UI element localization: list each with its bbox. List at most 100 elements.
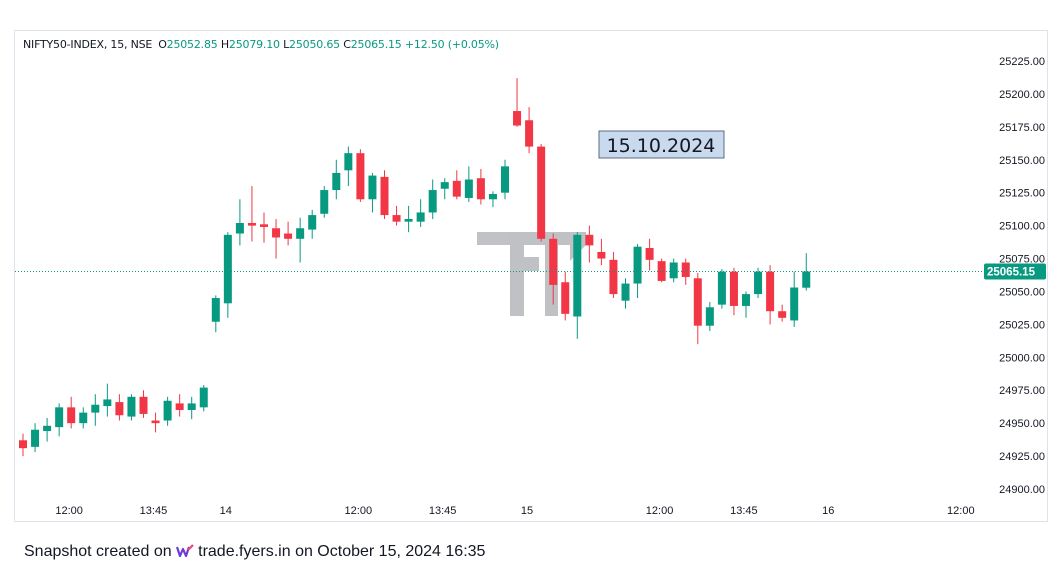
candle-body bbox=[513, 111, 522, 126]
candle-body bbox=[31, 429, 40, 447]
candle-body bbox=[621, 283, 630, 301]
candle-body bbox=[585, 234, 594, 246]
candle-body bbox=[356, 153, 365, 200]
candle bbox=[151, 412, 160, 433]
candle bbox=[127, 394, 136, 421]
low-key: L bbox=[283, 38, 290, 51]
candle-body bbox=[633, 246, 642, 284]
candle bbox=[428, 179, 437, 220]
change-value: +12.50 (+0.05%) bbox=[404, 38, 499, 51]
candle-body bbox=[693, 278, 702, 326]
candle bbox=[525, 107, 534, 154]
candle bbox=[669, 258, 678, 283]
candle-body bbox=[211, 298, 220, 322]
candle bbox=[717, 269, 726, 309]
candle bbox=[223, 232, 232, 318]
candle-body bbox=[729, 271, 738, 306]
candle bbox=[790, 271, 799, 328]
candle bbox=[79, 407, 88, 429]
candle bbox=[19, 433, 27, 457]
candle bbox=[368, 172, 377, 213]
candle-body bbox=[525, 120, 534, 147]
y-tick-label: 25050.00 bbox=[999, 286, 1045, 298]
candle-body bbox=[67, 407, 76, 424]
candle bbox=[247, 186, 256, 242]
candle-body bbox=[669, 262, 678, 279]
candle-body bbox=[561, 282, 570, 314]
candle-body bbox=[223, 234, 232, 304]
candle-body bbox=[440, 182, 449, 189]
candle bbox=[693, 273, 702, 345]
y-tick-label: 24925.00 bbox=[999, 451, 1045, 463]
open-key: O bbox=[158, 38, 167, 51]
candle-body bbox=[452, 180, 461, 197]
candle-body bbox=[766, 271, 775, 312]
candle bbox=[175, 394, 184, 417]
candle bbox=[778, 304, 787, 322]
close-value: 25065.15 bbox=[350, 38, 402, 51]
candle bbox=[356, 149, 365, 202]
candle-body bbox=[705, 307, 714, 326]
candle-body bbox=[657, 261, 666, 281]
candle-body bbox=[645, 248, 654, 260]
candle bbox=[754, 267, 763, 299]
candle bbox=[43, 417, 52, 442]
y-tick-label: 25225.00 bbox=[999, 56, 1045, 68]
candle-body bbox=[272, 228, 281, 238]
x-tick-label: 12:00 bbox=[345, 505, 373, 517]
chart-frame: 25225.00 25200.00 25175.00 25150.00 25125.00… bbox=[14, 30, 1048, 522]
candle-body bbox=[139, 396, 148, 414]
candle bbox=[681, 258, 690, 285]
candle-body bbox=[175, 403, 184, 410]
candle-body bbox=[43, 425, 52, 432]
candle-body bbox=[199, 387, 208, 408]
candle bbox=[67, 396, 76, 429]
candle-body bbox=[187, 403, 196, 410]
x-tick-label: 12:00 bbox=[646, 505, 674, 517]
candle-body bbox=[392, 215, 401, 222]
footer-prefix: Snapshot created on bbox=[24, 543, 172, 560]
candle bbox=[332, 159, 341, 200]
candle-body bbox=[501, 166, 509, 193]
date-label-text: 15.10.2024 bbox=[607, 135, 716, 157]
last-price-label: 25065.15 bbox=[987, 267, 1036, 279]
candle bbox=[476, 168, 485, 205]
high-value: 25079.10 bbox=[228, 38, 280, 51]
candle-body bbox=[115, 402, 124, 416]
footer-brand-link[interactable]: trade.fyers.in bbox=[198, 543, 291, 560]
candle bbox=[115, 394, 124, 421]
candle bbox=[742, 291, 750, 318]
candle bbox=[513, 78, 522, 127]
y-tick-label: 25000.00 bbox=[999, 352, 1045, 364]
candle bbox=[308, 209, 317, 239]
candle-body bbox=[235, 222, 244, 234]
y-tick-label: 25025.00 bbox=[999, 319, 1045, 331]
candle bbox=[766, 265, 775, 325]
open-value: 25052.85 bbox=[166, 38, 218, 51]
candle bbox=[452, 170, 461, 200]
candle bbox=[729, 267, 738, 316]
x-tick-label: 13:45 bbox=[140, 505, 168, 517]
candle-body bbox=[247, 222, 256, 226]
candle bbox=[235, 199, 244, 246]
candle bbox=[91, 394, 100, 426]
candle-body bbox=[344, 153, 353, 171]
x-tick-label: 13:45 bbox=[429, 505, 457, 517]
candle bbox=[609, 251, 618, 299]
candle bbox=[537, 143, 546, 242]
y-tick-label: 25175.00 bbox=[999, 122, 1045, 134]
x-tick-label: 12:00 bbox=[55, 505, 83, 517]
candle-body bbox=[742, 294, 750, 306]
candle bbox=[597, 238, 606, 266]
candlestick-chart[interactable]: 25225.00 25200.00 25175.00 25150.00 25125.00… bbox=[15, 31, 1049, 523]
candle bbox=[464, 166, 473, 202]
snapshot-footer: Snapshot created on trade.fyers.in on Oc… bbox=[24, 543, 485, 563]
candle-body bbox=[332, 172, 341, 191]
candle bbox=[392, 205, 401, 226]
candle-body bbox=[416, 212, 425, 222]
candle-body bbox=[163, 400, 172, 421]
candle-body bbox=[681, 262, 690, 277]
last-price-badge: 25065.15 bbox=[984, 263, 1046, 280]
low-value: 25050.65 bbox=[289, 38, 340, 51]
candle bbox=[633, 244, 642, 299]
